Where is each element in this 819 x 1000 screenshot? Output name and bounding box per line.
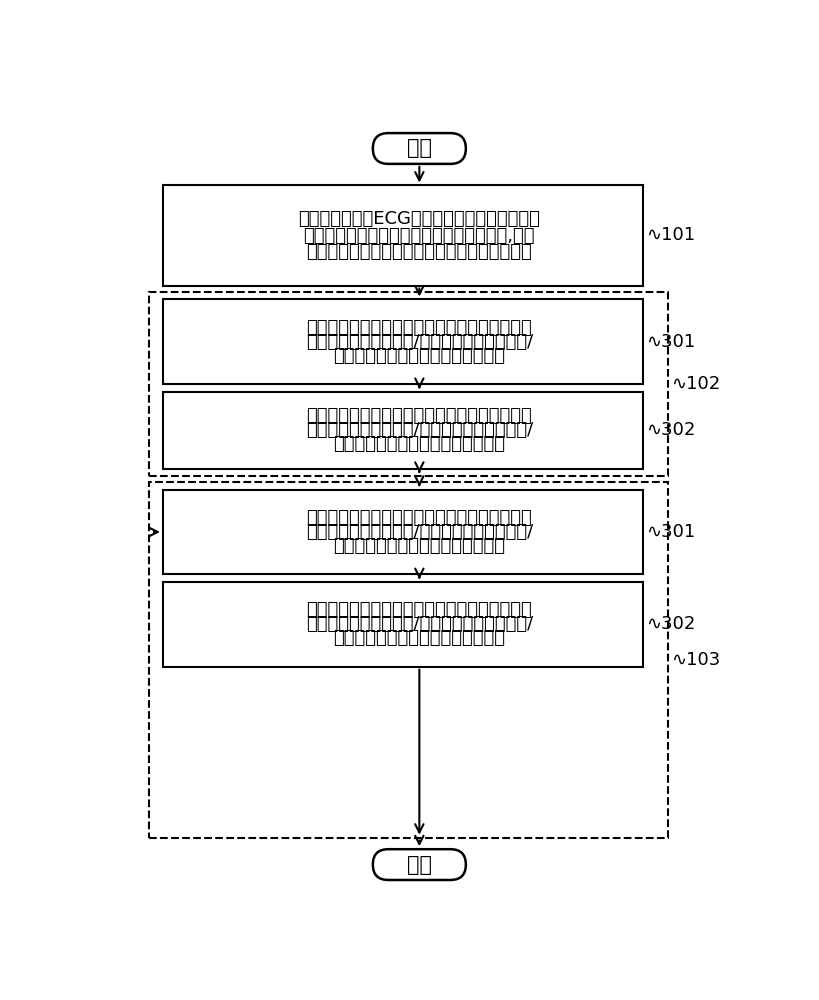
Text: ∿103: ∿103 [672,651,721,669]
Text: 区间范围内存在波峰和/或波谷，则判断波峰和/: 区间范围内存在波峰和/或波谷，则判断波峰和/ [305,615,533,633]
Text: 若查找结果显示上述起点位置开始向前第一信号: 若查找结果显示上述起点位置开始向前第一信号 [306,509,532,527]
Text: ∿301: ∿301 [646,333,695,351]
Text: 或波谷的宽度是否大于第一宽度阈値: 或波谷的宽度是否大于第一宽度阈値 [333,435,505,453]
FancyBboxPatch shape [373,133,466,164]
Text: ∿102: ∿102 [672,375,721,393]
Text: 结束: 结束 [407,855,432,875]
Bar [149,292,668,476]
Text: ∿301: ∿301 [646,523,695,541]
Bar [163,299,644,384]
Text: 波峰信号和波谷信号的和値信号确定为中间信号: 波峰信号和波谷信号的和値信号确定为中间信号 [306,243,532,261]
Text: 谷提取算子分别提取其波峰信号和波谷信号,并将: 谷提取算子分别提取其波峰信号和波谷信号,并将 [304,227,535,244]
Text: 区间范围内存在波峰和/或波谷，则判断波峰和/: 区间范围内存在波峰和/或波谷，则判断波峰和/ [305,333,533,351]
Text: 或波谷的宽度是否大于第一宽度阈値: 或波谷的宽度是否大于第一宽度阈値 [333,537,505,555]
Text: 区间范围内存在波峰和/或波谷，则判断波峰和/: 区间范围内存在波峰和/或波谷，则判断波峰和/ [305,421,533,439]
Text: ∿101: ∿101 [646,227,695,244]
Text: 区间范围内存在波峰和/或波谷，则判断波峰和/: 区间范围内存在波峰和/或波谷，则判断波峰和/ [305,523,533,541]
Bar [163,582,644,667]
Text: 对待检测心电图ECG信号应用波峰提取算子和波: 对待检测心电图ECG信号应用波峰提取算子和波 [298,210,541,228]
Text: 或波谷的宽度是否大于第一宽度阈値: 或波谷的宽度是否大于第一宽度阈値 [333,347,505,365]
Text: ∿302: ∿302 [646,615,696,633]
Text: 开始: 开始 [407,138,432,158]
Text: 若查找结果显示上述起点位置开始向前第一信号: 若查找结果显示上述起点位置开始向前第一信号 [306,319,532,337]
Text: ∿302: ∿302 [646,421,696,439]
Bar [163,185,644,286]
Text: 若查找结果显示上述起点位置开始向前第一信号: 若查找结果显示上述起点位置开始向前第一信号 [306,407,532,425]
FancyBboxPatch shape [373,849,466,880]
Text: 若查找结果显示上述起点位置开始向前第一信号: 若查找结果显示上述起点位置开始向前第一信号 [306,601,532,619]
Text: 或波谷的宽度是否大于第一宽度阈値: 或波谷的宽度是否大于第一宽度阈値 [333,629,505,647]
Bar [163,490,644,574]
Bar [149,482,668,838]
Bar [163,392,644,469]
